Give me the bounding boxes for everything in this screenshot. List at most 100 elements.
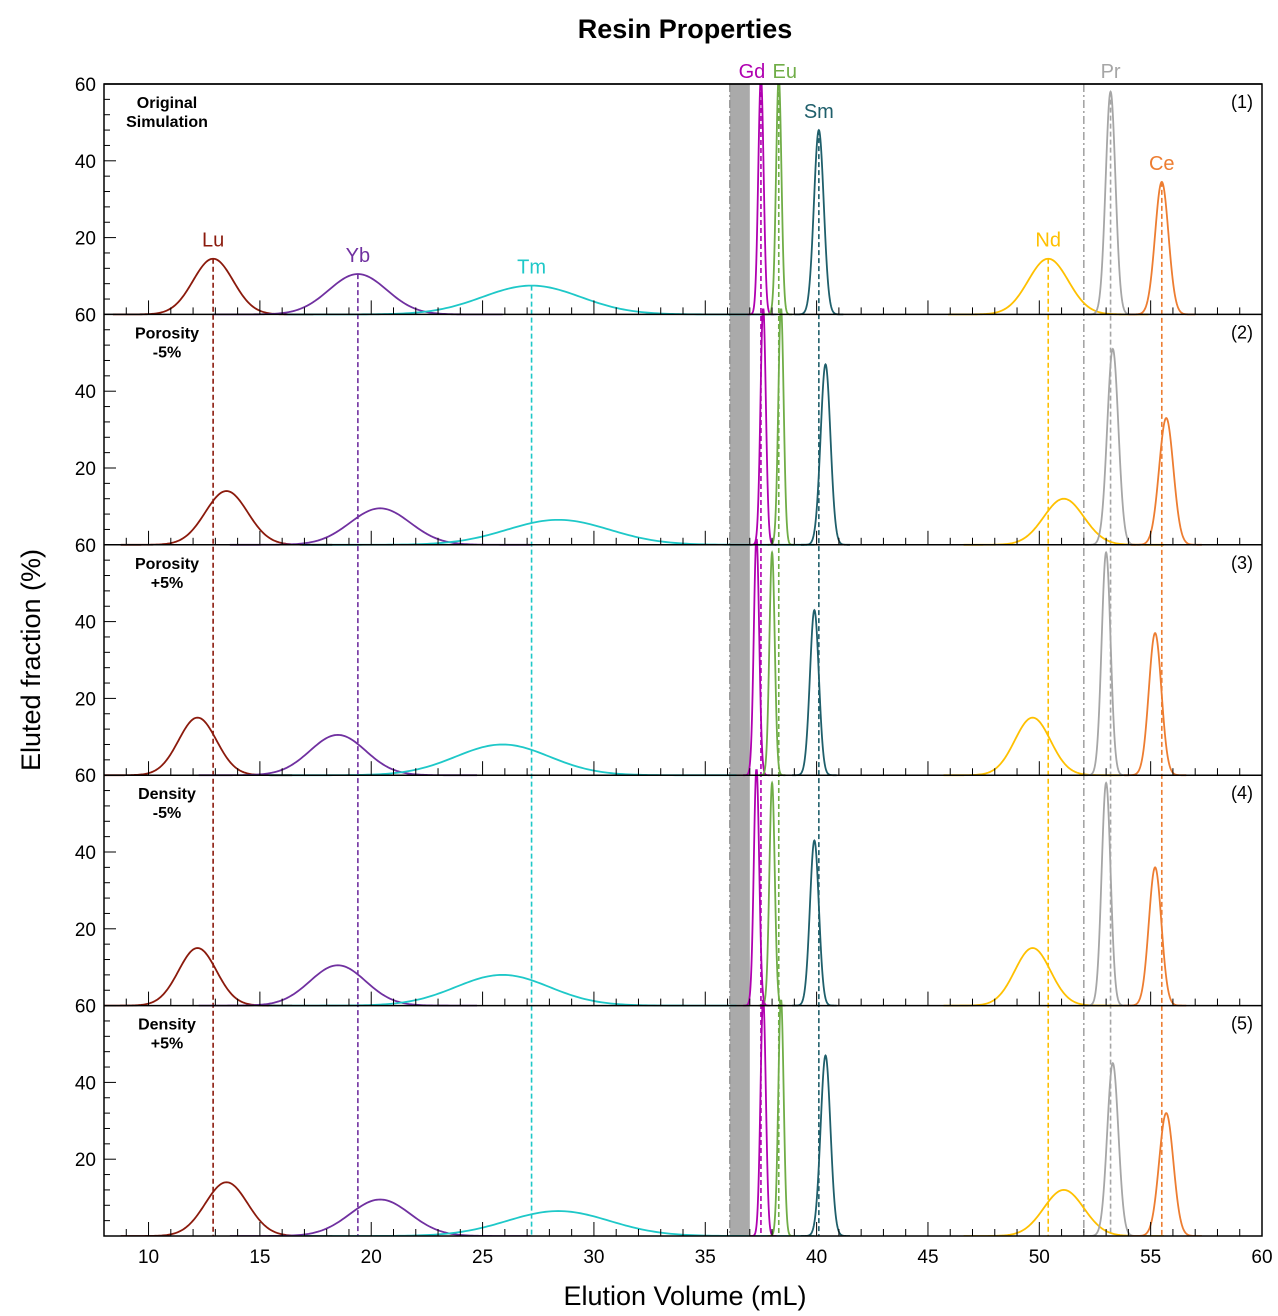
- panel-label-line: Density: [138, 786, 196, 803]
- panel-3-curves: [104, 538, 1187, 777]
- chart-title: Resin Properties: [578, 14, 793, 44]
- x-tick-label: 40: [806, 1247, 827, 1268]
- panel-5-label: Density +5%: [138, 1017, 196, 1053]
- panel-2-number: (2): [1231, 322, 1253, 342]
- panel-label-line: -5%: [153, 344, 181, 361]
- peak-Sm-panel-2: [801, 362, 851, 546]
- plot-frame: [103, 83, 1263, 1237]
- x-axis: 10 15 20 25 30 35 40 45 50 55 60: [103, 300, 1273, 1268]
- peak-Tm-panel-3: [268, 743, 737, 777]
- x-tick-label: 30: [583, 1247, 604, 1268]
- y-tick-label: 20: [75, 1150, 96, 1171]
- panel-1-label: Original Simulation: [126, 95, 208, 131]
- panel-label-line: Porosity: [135, 556, 199, 573]
- peak-Ce-panel-3: [1123, 632, 1187, 777]
- y-tick-label: 40: [75, 152, 96, 173]
- series-label-Nd: Nd: [1035, 230, 1061, 252]
- panel-label-line: Density: [138, 1017, 196, 1034]
- x-tick-label: 25: [472, 1247, 493, 1268]
- peak-Sm-panel-5: [801, 1054, 851, 1236]
- peak-Ce-panel-5: [1130, 1112, 1202, 1236]
- x-tick-label: 60: [1251, 1247, 1272, 1268]
- peak-Yb-panel-5: [229, 1198, 531, 1236]
- series-label-Yb: Yb: [346, 245, 370, 267]
- x-tick-label: 50: [1029, 1247, 1050, 1268]
- peak-Pr-panel-2: [1084, 347, 1141, 546]
- panel-5-curves: [120, 999, 1202, 1236]
- y-tick-label: 40: [75, 613, 96, 634]
- panel-label-line: -5%: [153, 805, 181, 822]
- y-tick-label: 20: [75, 459, 96, 480]
- peak-Pr-panel-5: [1084, 1061, 1141, 1236]
- peak-Ce-panel-2: [1130, 417, 1202, 546]
- peak-Eu-panel-5: [767, 999, 795, 1236]
- x-tick-label: 20: [361, 1247, 382, 1268]
- x-axis-title: Elution Volume (mL): [563, 1281, 806, 1311]
- peak-Tm-panel-4: [268, 973, 737, 1007]
- y-tick-label: 20: [75, 229, 96, 250]
- panel-1-number: (1): [1231, 92, 1253, 112]
- x-tick-label: 15: [249, 1247, 270, 1268]
- panel-4-label: Density -5%: [138, 786, 196, 822]
- panel-2-label: Porosity -5%: [135, 325, 199, 361]
- peak-Gd-panel-4: [743, 769, 770, 1007]
- y-tick-label: 60: [75, 766, 96, 787]
- panel-5-number: (5): [1231, 1014, 1253, 1034]
- peak-Lu-panel-3: [104, 716, 293, 777]
- y-tick-label: 40: [75, 382, 96, 403]
- peak-Gd-panel-5: [749, 999, 777, 1236]
- peak-Gd-panel-3: [743, 538, 770, 777]
- y-tick-label: 20: [75, 920, 96, 941]
- y-tick-label: 60: [75, 305, 96, 326]
- peak-Eu-panel-2: [767, 308, 795, 546]
- panel-label-line: Simulation: [126, 114, 208, 131]
- peak-Eu-panel-4: [758, 780, 786, 1007]
- peak-Ce-panel-4: [1123, 866, 1187, 1007]
- panel-label-line: +5%: [151, 575, 183, 592]
- y-tick-label: 40: [75, 843, 96, 864]
- peak-Lu-panel-5: [120, 1181, 333, 1236]
- shaded-band: [729, 84, 750, 1236]
- x-tick-label: 55: [1140, 1247, 1161, 1268]
- y-tick-label: 60: [75, 75, 96, 96]
- series-label-Sm: Sm: [804, 101, 834, 123]
- panel-4-curves: [104, 769, 1187, 1007]
- peak-Yb-panel-4: [198, 964, 478, 1007]
- panel-1-curves: [112, 84, 1196, 316]
- peak-Yb-panel-2: [229, 507, 531, 546]
- peak-Eu-panel-3: [758, 549, 786, 777]
- peak-Lu-panel-4: [104, 947, 293, 1007]
- y-tick-label: 60: [75, 997, 96, 1018]
- peak-Pr-panel-3: [1083, 550, 1129, 777]
- peak-Gd-panel-2: [749, 308, 777, 546]
- panel-3-label: Porosity +5%: [135, 556, 199, 592]
- series-label-Gd: Gd: [739, 61, 766, 83]
- panel-label-line: Original: [137, 95, 197, 112]
- x-tick-label: 10: [138, 1247, 159, 1268]
- peak-Eu-panel-1: [765, 84, 793, 316]
- peak-Yb-panel-3: [198, 733, 478, 777]
- series-label-Eu: Eu: [773, 61, 797, 83]
- y-tick-label: 60: [75, 536, 96, 557]
- peak-Sm-panel-3: [792, 608, 837, 777]
- y-axis-title: Eluted fraction (%): [16, 549, 46, 771]
- peak-Nd-panel-2: [963, 497, 1165, 546]
- panel-2-curves: [120, 308, 1202, 546]
- x-tick-label: 35: [695, 1247, 716, 1268]
- y-tick-label: 20: [75, 689, 96, 710]
- peak-Pr-panel-1: [1086, 90, 1136, 316]
- panel-label-line: Porosity: [135, 325, 199, 342]
- panel-4-number: (4): [1231, 783, 1253, 803]
- peak-Pr-panel-4: [1083, 781, 1129, 1007]
- series-label-Tm: Tm: [517, 257, 546, 279]
- y-tick-label: 40: [75, 1073, 96, 1094]
- peak-Sm-panel-4: [792, 839, 837, 1007]
- panel-label-line: +5%: [151, 1036, 183, 1053]
- series-label-Ce: Ce: [1149, 153, 1175, 175]
- x-tick-label: 45: [917, 1247, 938, 1268]
- peak-Nd-panel-5: [963, 1189, 1165, 1236]
- series-label-Pr: Pr: [1101, 61, 1121, 83]
- panel-3-number: (3): [1231, 553, 1253, 573]
- panels: 20 40 60 Original Simulation (1) 20 40 60 Porosit…: [75, 61, 1263, 1237]
